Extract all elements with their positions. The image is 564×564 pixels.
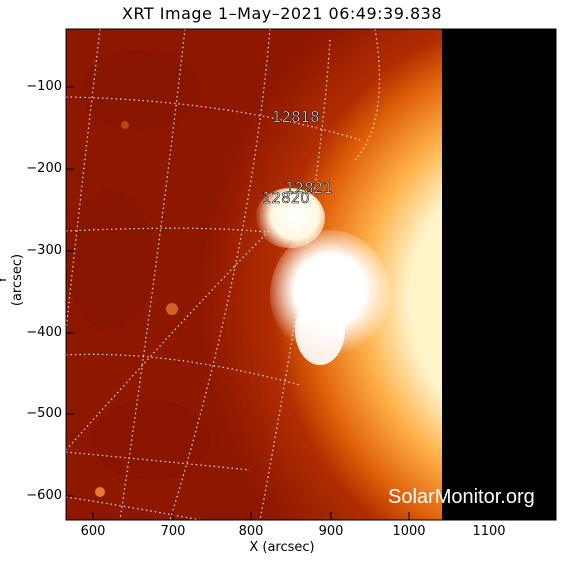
x-tick-label: 800: [238, 524, 264, 539]
heliographic-grid: [66, 29, 381, 520]
x-tick-label: 600: [80, 524, 106, 539]
image-title: XRT Image 1–May–2021 06:49:39.838: [121, 4, 442, 23]
region-label-12818: 12818: [272, 108, 320, 126]
x-axis-label: X (arcsec): [249, 540, 315, 555]
y-tick-label: −100: [26, 79, 62, 94]
y-tick-label: −600: [26, 488, 62, 503]
space-background: [442, 29, 556, 520]
watermark: SolarMonitor.org: [388, 486, 535, 508]
y-axis-label: Y (arcsec): [0, 253, 25, 307]
y-tick-label: −500: [26, 406, 62, 421]
x-tick-label: 900: [318, 524, 344, 539]
x-tick-label: 1000: [392, 524, 426, 539]
x-tick-label: 1100: [472, 524, 506, 539]
region-label-12820: 12820: [262, 189, 310, 207]
x-tick-label: 700: [160, 524, 186, 539]
y-tick-label: −300: [26, 243, 62, 258]
y-tick-label: −400: [26, 325, 62, 340]
y-tick-label: −200: [26, 161, 62, 176]
region-label-12821: 12821: [285, 179, 333, 197]
